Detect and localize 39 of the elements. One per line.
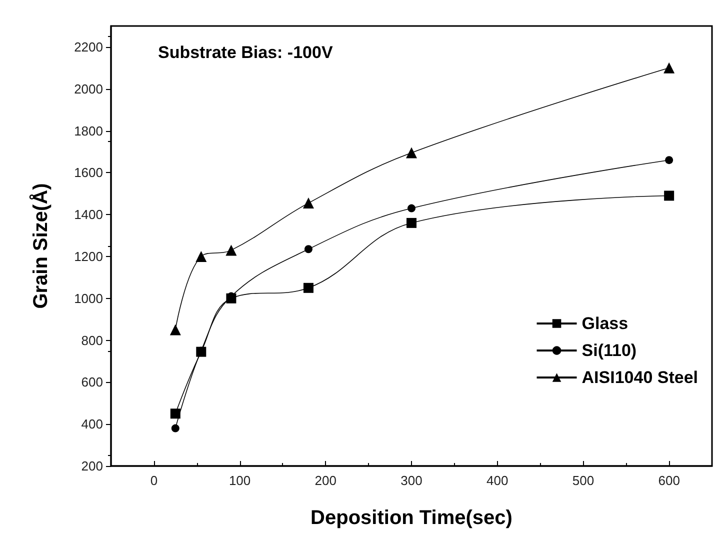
point bbox=[408, 204, 416, 212]
y-tick-label: 1600 bbox=[74, 165, 103, 180]
x-tick-label: 300 bbox=[400, 473, 422, 488]
point bbox=[170, 408, 180, 419]
y-tick-label: 2000 bbox=[74, 81, 103, 96]
x-tick-label: 200 bbox=[314, 473, 336, 488]
point bbox=[406, 147, 417, 158]
y-tick-label: 800 bbox=[81, 332, 103, 348]
y-tick-label: 1400 bbox=[74, 207, 103, 222]
legend-label: Glass bbox=[582, 314, 628, 333]
legend-label: AISI1040 Steel bbox=[582, 368, 698, 387]
annotation: Substrate Bias: -100V bbox=[158, 43, 334, 62]
point bbox=[665, 156, 674, 164]
y-tick-label: 600 bbox=[81, 374, 103, 390]
point bbox=[226, 244, 237, 256]
point bbox=[664, 62, 675, 74]
point bbox=[302, 198, 314, 209]
y-tick-label: 200 bbox=[81, 458, 103, 474]
y-tick-label: 2200 bbox=[74, 39, 103, 54]
point bbox=[304, 245, 312, 254]
x-tick-label: 500 bbox=[572, 473, 594, 488]
y-axis-title: Grain Size(Å) bbox=[29, 183, 52, 309]
point bbox=[170, 324, 181, 336]
y-tick-label: 1000 bbox=[74, 290, 103, 306]
x-tick-label: 600 bbox=[658, 473, 680, 488]
point bbox=[406, 218, 416, 228]
point bbox=[171, 424, 180, 432]
y-tick-label: 1800 bbox=[74, 123, 103, 138]
legend-label: Si(110) bbox=[582, 341, 637, 360]
x-tick-label: 400 bbox=[486, 473, 508, 488]
x-tick-label: 100 bbox=[228, 473, 251, 488]
y-tick-label: 400 bbox=[81, 416, 103, 432]
point bbox=[303, 282, 314, 293]
point bbox=[664, 190, 674, 201]
point bbox=[196, 250, 207, 262]
x-axis-title: Deposition Time(sec) bbox=[310, 507, 512, 529]
x-tick-label: 0 bbox=[150, 473, 158, 488]
point bbox=[226, 293, 236, 304]
y-tick-label: 1200 bbox=[74, 248, 103, 264]
